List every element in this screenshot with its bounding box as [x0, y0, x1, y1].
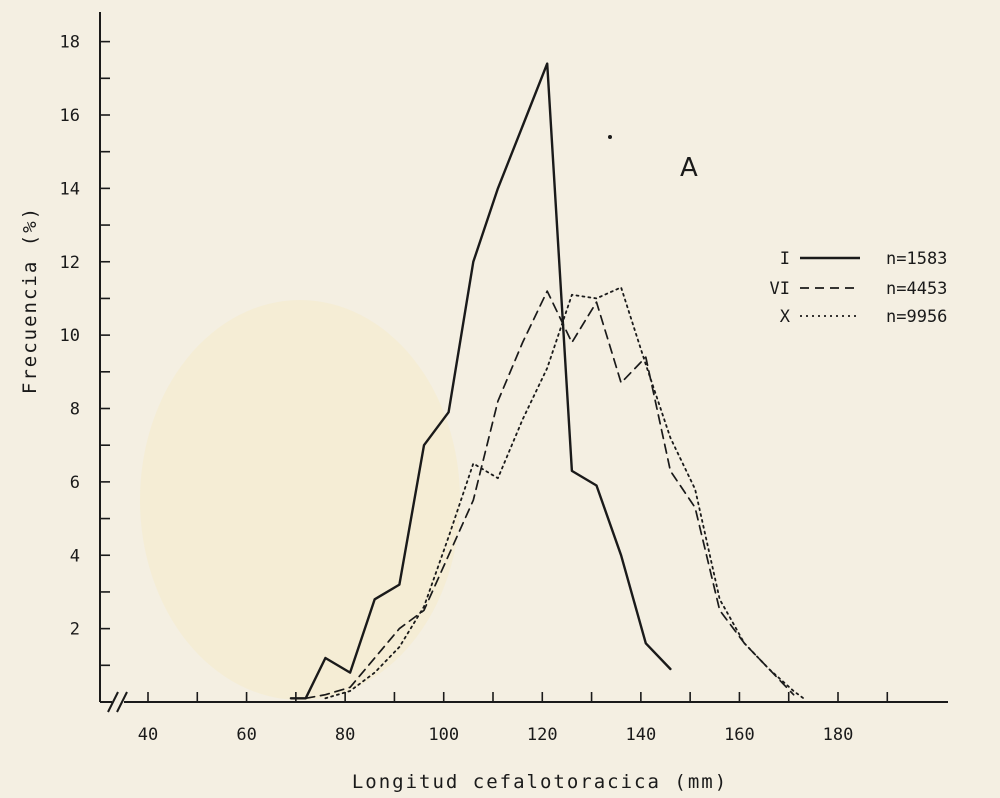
legend-series-name: X	[780, 307, 791, 327]
series-line-i	[289, 62, 672, 700]
y-tick-label: 14	[60, 179, 80, 199]
legend-sample-size: n=1583	[886, 249, 947, 269]
panel-label: A	[680, 153, 698, 183]
y-tick-label: 6	[70, 473, 80, 493]
y-tick-label: 12	[60, 253, 80, 273]
x-tick-label: 100	[428, 725, 459, 745]
x-axis-break-mark	[107, 691, 119, 713]
legend-sample-size: n=4453	[886, 279, 947, 299]
x-axis-title: Longitud cefalotoracica (mm)	[352, 771, 728, 793]
x-tick-label: 60	[236, 725, 256, 745]
series-line-vi	[304, 290, 795, 700]
y-tick-label: 8	[70, 400, 80, 420]
y-tick-label: 18	[60, 33, 80, 53]
y-tick-label: 4	[70, 546, 80, 566]
y-tick-label: 10	[60, 326, 80, 346]
legend-series-name: I	[780, 249, 790, 269]
series-layer	[289, 62, 805, 700]
series-line-x	[324, 286, 805, 700]
x-tick-label: 160	[724, 725, 755, 745]
y-tick-label: 16	[60, 106, 80, 126]
x-axis-break-mark	[116, 691, 128, 713]
x-tick-label: 140	[625, 725, 656, 745]
x-tick-label: 180	[823, 725, 854, 745]
x-tick-label: 40	[138, 725, 158, 745]
legend-series-name: VI	[770, 279, 790, 299]
legend-sample-size: n=9956	[886, 307, 947, 327]
x-tick-label: 120	[527, 725, 558, 745]
y-axis-title: Frecuencia (%)	[19, 206, 41, 394]
stray-dot	[608, 135, 612, 139]
y-tick-label: 2	[70, 620, 80, 640]
x-tick-label: 80	[335, 725, 355, 745]
paper-stain	[140, 300, 460, 700]
axes: 40 60 80 100 120 140 160 180 2 4 6 8 10 12 14 16 18	[60, 12, 948, 745]
